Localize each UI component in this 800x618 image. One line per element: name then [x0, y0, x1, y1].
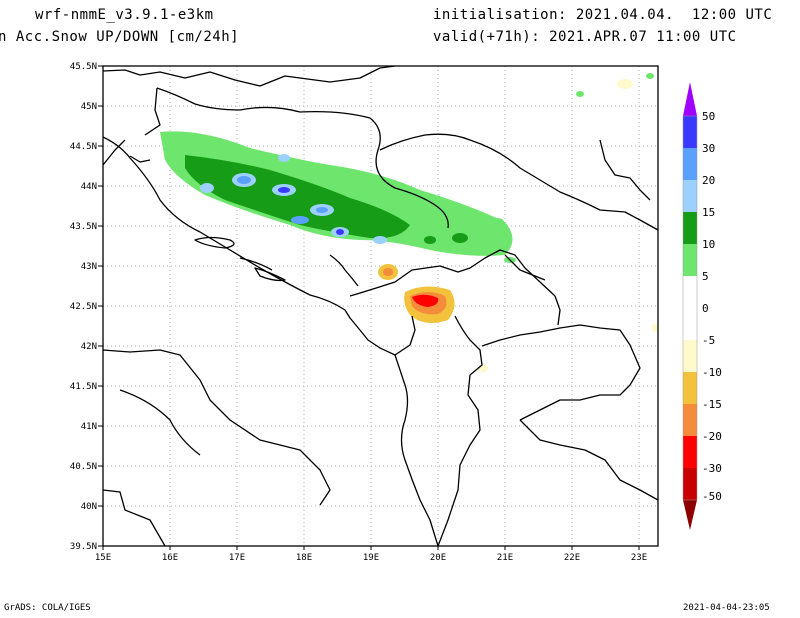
colorbar-swatch	[683, 404, 697, 436]
colorbar-label: 10	[702, 238, 715, 251]
lat-label: 44.5N	[70, 142, 97, 152]
lon-label: 16E	[162, 553, 178, 563]
lon-label: 17E	[229, 553, 245, 563]
coastline-border-lines	[102, 65, 659, 547]
colorbar-swatch	[683, 436, 697, 468]
colorbar-label: 50	[702, 110, 715, 123]
colorbar-swatch	[683, 372, 697, 404]
colorbar-label: 0	[702, 302, 709, 315]
lat-label: 45.5N	[70, 62, 97, 72]
lat-label: 41N	[81, 422, 97, 432]
lat-label: 43N	[81, 262, 97, 272]
field-title: n Acc.Snow UP/DOWN [cm/24h]	[0, 29, 240, 45]
colorbar-swatch	[683, 244, 697, 276]
lat-label: 40.5N	[70, 462, 97, 472]
colorbar-label: -20	[702, 430, 722, 443]
colorbar-swatch	[683, 212, 697, 244]
lat-label: 42N	[81, 342, 97, 352]
colorbar-label: -30	[702, 462, 722, 475]
colorbar-swatch	[683, 276, 697, 308]
valid-time: valid(+71h): 2021.APR.07 11:00 UTC	[433, 29, 737, 45]
lat-label: 41.5N	[70, 382, 97, 392]
lon-label: 20E	[430, 553, 446, 563]
colorbar-label: 5	[702, 270, 709, 283]
colorbar-swatch	[683, 180, 697, 212]
snow-accumulation-band	[160, 73, 654, 263]
colorbar-bottom-arrow	[683, 500, 697, 530]
colorbar-top-arrow	[683, 82, 697, 116]
colorbar	[682, 82, 698, 530]
lat-label: 45N	[81, 102, 97, 112]
colorbar-label: -5	[702, 334, 715, 347]
colorbar-label: 20	[702, 174, 715, 187]
render-timestamp: 2021-04-04-23:05	[683, 603, 770, 613]
lat-label: 42.5N	[70, 302, 97, 312]
colorbar-swatch	[683, 468, 697, 500]
grads-credit: GrADS: COLA/IGES	[4, 603, 91, 613]
colorbar-swatch	[683, 116, 697, 148]
lat-label: 39.5N	[70, 542, 97, 552]
model-title: wrf-nmmE_v3.9.1-e3km	[35, 7, 214, 23]
lon-gridlines	[169, 66, 640, 546]
lon-tick-marks	[102, 546, 640, 550]
colorbar-swatch	[683, 308, 697, 340]
colorbar-label: 30	[702, 142, 715, 155]
lat-label: 44N	[81, 182, 97, 192]
colorbar-label: 15	[702, 206, 715, 219]
lat-label: 40N	[81, 502, 97, 512]
lon-label: 19E	[363, 553, 379, 563]
colorbar-swatch	[683, 148, 697, 180]
lat-tick-marks	[98, 65, 103, 547]
lat-label: 43.5N	[70, 222, 97, 232]
lon-label: 21E	[497, 553, 513, 563]
colorbar-label: -15	[702, 398, 722, 411]
lon-label: 18E	[296, 553, 312, 563]
init-time: initialisation: 2021.04.04. 12:00 UTC	[433, 7, 773, 23]
colorbar-label: -50	[702, 490, 722, 503]
colorbar-swatch	[683, 340, 697, 372]
lon-label: 15E	[95, 553, 111, 563]
lon-label: 23E	[631, 553, 647, 563]
snow-melt-spots	[378, 79, 658, 372]
colorbar-label: -10	[702, 366, 722, 379]
lon-label: 22E	[564, 553, 580, 563]
